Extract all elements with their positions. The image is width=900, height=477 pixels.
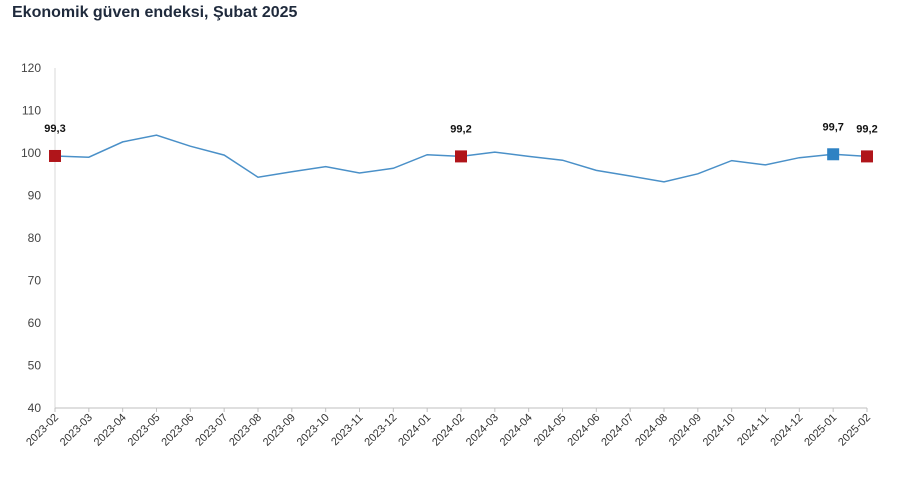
x-tick-label: 2024-08	[633, 412, 670, 449]
x-tick-label: 2024-09	[667, 412, 704, 449]
x-tick-label: 2024-06	[565, 412, 602, 449]
data-label: 99,3	[44, 123, 65, 135]
x-tick-label: 2023-04	[92, 412, 129, 449]
x-tick-label: 2023-03	[58, 412, 95, 449]
data-label: 99,7	[822, 121, 843, 133]
x-tick-label: 2024-05	[532, 412, 569, 449]
highlight-marker	[861, 150, 873, 163]
y-tick-label: 40	[28, 401, 42, 415]
y-tick-label: 80	[28, 231, 42, 245]
y-tick-label: 120	[21, 61, 41, 75]
x-tick-label: 2024-01	[396, 412, 433, 449]
highlight-marker	[455, 150, 467, 163]
x-tick-label: 2024-03	[464, 412, 501, 449]
x-tick-label: 2023-08	[227, 412, 264, 449]
x-tick-label: 2023-12	[362, 412, 399, 449]
y-tick-label: 60	[28, 316, 42, 330]
y-tick-label: 70	[28, 274, 42, 288]
x-tick-label: 2023-09	[261, 412, 298, 449]
x-tick-label: 2024-04	[498, 412, 535, 449]
x-tick-label: 2023-07	[193, 412, 230, 449]
highlight-marker	[49, 149, 61, 162]
data-label: 99,2	[450, 123, 471, 135]
chart-title: Ekonomik güven endeksi, Şubat 2025	[12, 4, 298, 21]
y-tick-label: 100	[21, 146, 41, 160]
x-tick-label: 2024-12	[768, 412, 805, 449]
y-tick-label: 110	[22, 104, 41, 118]
x-tick-label: 2023-10	[295, 412, 332, 449]
x-tick-label: 2023-02	[24, 412, 61, 449]
x-tick-label: 2025-02	[836, 412, 873, 449]
x-tick-label: 2024-11	[735, 412, 771, 448]
x-tick-label: 2023-11	[329, 412, 365, 448]
data-label: 99,2	[856, 123, 877, 135]
x-tick-label: 2023-06	[159, 412, 196, 449]
highlight-marker	[827, 148, 840, 161]
x-tick-label: 2025-01	[802, 412, 839, 449]
y-tick-label: 50	[28, 359, 42, 373]
x-tick-label: 2024-07	[599, 412, 636, 449]
y-tick-label: 90	[28, 189, 42, 203]
x-tick-label: 2024-10	[701, 412, 738, 449]
x-tick-label: 2024-02	[430, 412, 467, 449]
x-tick-label: 2023-05	[126, 412, 163, 449]
